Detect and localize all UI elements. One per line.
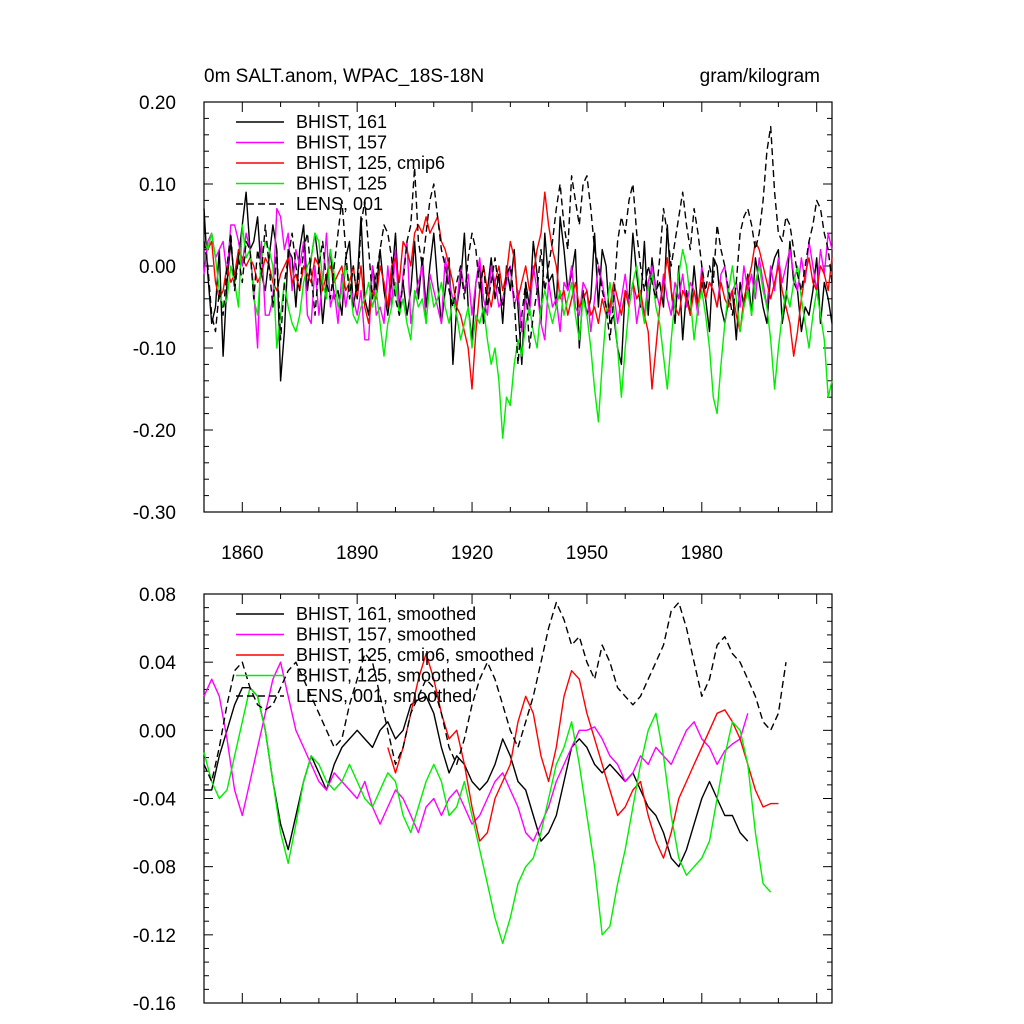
y-tick-label: -0.20 bbox=[133, 421, 176, 442]
y-tick-label: 0.00 bbox=[139, 257, 176, 278]
y-tick-label: -0.10 bbox=[133, 339, 176, 360]
chart-units: gram/kilogram bbox=[700, 66, 820, 87]
top-panel: 0m SALT.anom, WPAC_18S-18N gram/kilogram… bbox=[133, 66, 833, 564]
chart-title: 0m SALT.anom, WPAC_18S-18N bbox=[204, 66, 484, 87]
y-tick-label: 0.20 bbox=[139, 93, 176, 114]
y-tick-label: 0.04 bbox=[139, 653, 176, 674]
series-line-2 bbox=[203, 661, 749, 842]
y-tick-label: -0.12 bbox=[133, 926, 176, 947]
y-tick-label: -0.04 bbox=[133, 790, 177, 811]
x-tick-label: 1950 bbox=[566, 543, 608, 564]
series-line-3 bbox=[387, 652, 779, 859]
legend-label: BHIST, 157 bbox=[296, 133, 387, 153]
legend-label: BHIST, 125, smoothed bbox=[296, 666, 476, 686]
bottom-panel: 0.08 0.04 0.00 -0.04 -0.08 -0.12 -0.16 BHIST, 1… bbox=[133, 585, 833, 1015]
x-tick-label: 1860 bbox=[221, 543, 263, 564]
y-tick-label: 0.10 bbox=[139, 175, 176, 196]
legend-label: BHIST, 161, smoothed bbox=[296, 604, 476, 624]
legend-label: BHIST, 157, smoothed bbox=[296, 625, 476, 645]
series-line-1 bbox=[204, 687, 749, 868]
y-tick-label: -0.16 bbox=[133, 994, 176, 1015]
legend-label: BHIST, 125, cmip6 bbox=[296, 153, 445, 173]
y-tick-label: 0.08 bbox=[139, 585, 176, 606]
series-line-4 bbox=[203, 224, 833, 439]
y-tick-label: -0.30 bbox=[133, 503, 176, 524]
plot-frame bbox=[203, 101, 833, 513]
legend-label: LENS, 001 bbox=[296, 194, 383, 214]
x-tick-label: 1890 bbox=[336, 543, 378, 564]
x-tick-label: 1920 bbox=[451, 543, 493, 564]
legend-label: BHIST, 125, cmip6, smoothed bbox=[296, 645, 534, 665]
series-line-4 bbox=[203, 687, 772, 945]
legend-label: BHIST, 161 bbox=[296, 112, 387, 132]
y-tick-label: -0.08 bbox=[133, 858, 176, 879]
x-tick-label: 1980 bbox=[681, 543, 723, 564]
series-line-2 bbox=[203, 207, 833, 349]
legend-label: LENS, 001, smoothed bbox=[296, 686, 472, 706]
y-tick-label: 0.00 bbox=[139, 721, 176, 742]
legend-label: BHIST, 125 bbox=[296, 174, 387, 194]
series-line-5 bbox=[203, 125, 833, 366]
series-line-5 bbox=[203, 601, 787, 783]
